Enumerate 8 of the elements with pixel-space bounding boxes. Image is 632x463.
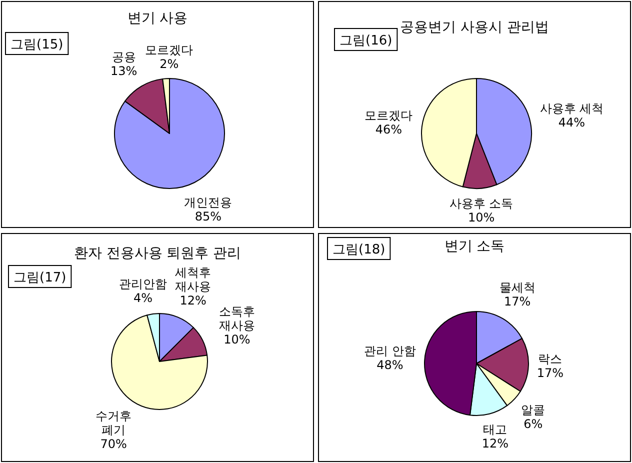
title: 환자 전용사용 퇴원후 관리 — [74, 246, 242, 262]
title: 변기 사용 — [127, 10, 188, 26]
annotation: 그림(15) — [10, 38, 64, 52]
annotation: 그림(18) — [332, 242, 386, 258]
title: 공용변기 사용시 관리법 — [400, 20, 549, 36]
title: 변기 소독 — [444, 238, 505, 254]
annotation: 그림(16) — [340, 34, 392, 48]
annotation: 그림(17) — [14, 270, 66, 286]
